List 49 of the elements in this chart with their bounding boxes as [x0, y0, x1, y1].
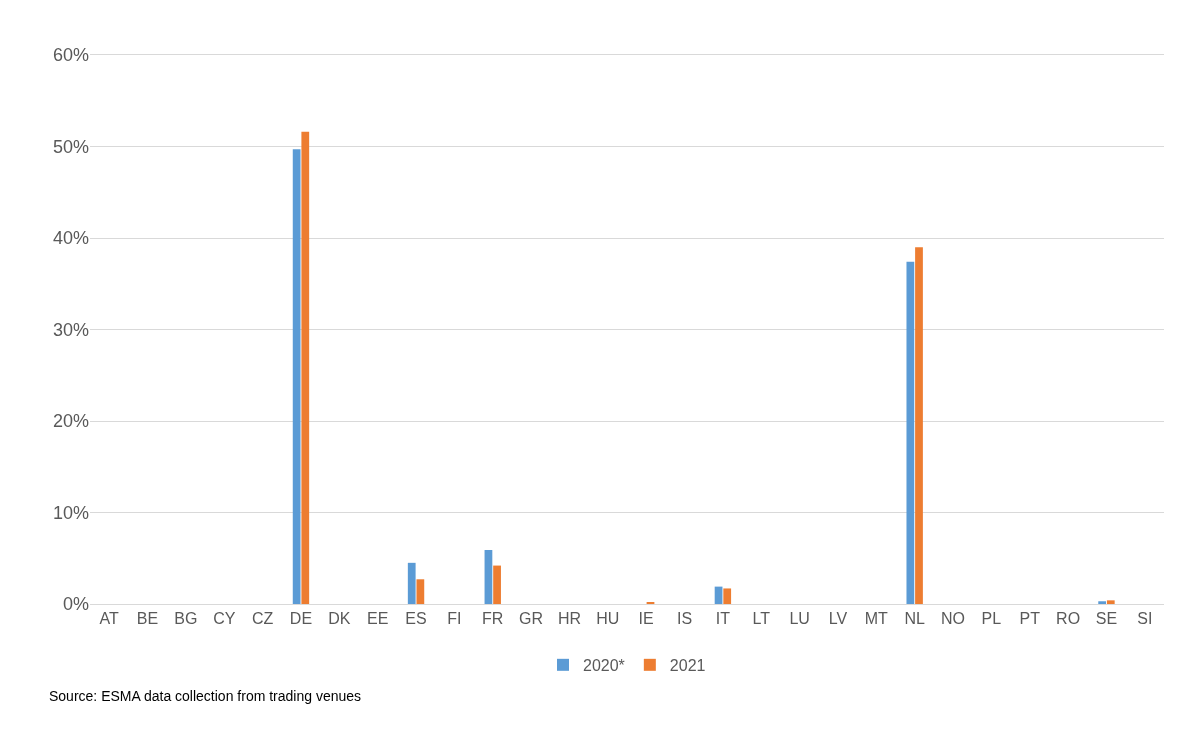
x-tick-label: GR — [519, 610, 544, 628]
x-tick-label: ES — [405, 610, 427, 628]
x-tick-label: CY — [213, 610, 236, 628]
x-tick-label: BE — [136, 610, 159, 628]
x-tick-label: IT — [715, 610, 731, 628]
x-tick-label: DE — [289, 610, 313, 628]
x-tick-label: NL — [904, 610, 926, 628]
source-note: Source: ESMA data collection from trading venues — [49, 688, 362, 704]
x-tick-label: PL — [981, 610, 1002, 628]
bar — [301, 131, 310, 604]
x-tick-label: AT — [99, 610, 120, 628]
bar — [1106, 600, 1115, 604]
x-tick-label: LT — [752, 610, 771, 628]
y-tick-label: 50% — [52, 136, 89, 157]
x-tick-label: CZ — [251, 610, 274, 628]
x-tick-label: MT — [864, 610, 889, 628]
bar — [723, 588, 732, 604]
x-tick-label: IS — [676, 610, 693, 628]
legend-label: 2021 — [669, 657, 706, 675]
x-tick-label: FI — [447, 610, 462, 628]
x-tick-label: RO — [1056, 610, 1081, 628]
x-tick-label: SE — [1095, 610, 1118, 628]
bar — [915, 247, 923, 604]
bar — [484, 550, 493, 604]
y-tick-label: 40% — [52, 228, 89, 249]
y-tick-label: 30% — [52, 319, 89, 340]
x-tick-label: EE — [367, 610, 389, 628]
x-tick-label: IE — [638, 610, 654, 628]
bar — [1098, 601, 1107, 604]
bar — [292, 149, 301, 604]
bar — [493, 565, 501, 604]
x-tick-label: NO — [941, 610, 966, 628]
y-tick-label: 0% — [62, 594, 89, 615]
x-tick-label: FR — [482, 610, 504, 628]
x-tick-label: LU — [789, 610, 810, 628]
x-tick-label: PT — [1019, 610, 1041, 628]
y-tick-label: 60% — [52, 45, 89, 66]
y-tick-label: 20% — [52, 411, 89, 432]
legend-label: 2020* — [583, 657, 625, 675]
x-tick-label: HU — [596, 610, 620, 628]
x-tick-label: DK — [328, 610, 351, 628]
x-tick-label: LV — [828, 610, 848, 628]
bar — [407, 562, 416, 604]
y-tick-label: 10% — [52, 502, 89, 523]
bar — [906, 261, 915, 604]
x-tick-label: SI — [1137, 610, 1153, 628]
x-tick-label: BG — [174, 610, 198, 628]
x-tick-label: HR — [557, 610, 582, 628]
bar — [416, 579, 425, 604]
